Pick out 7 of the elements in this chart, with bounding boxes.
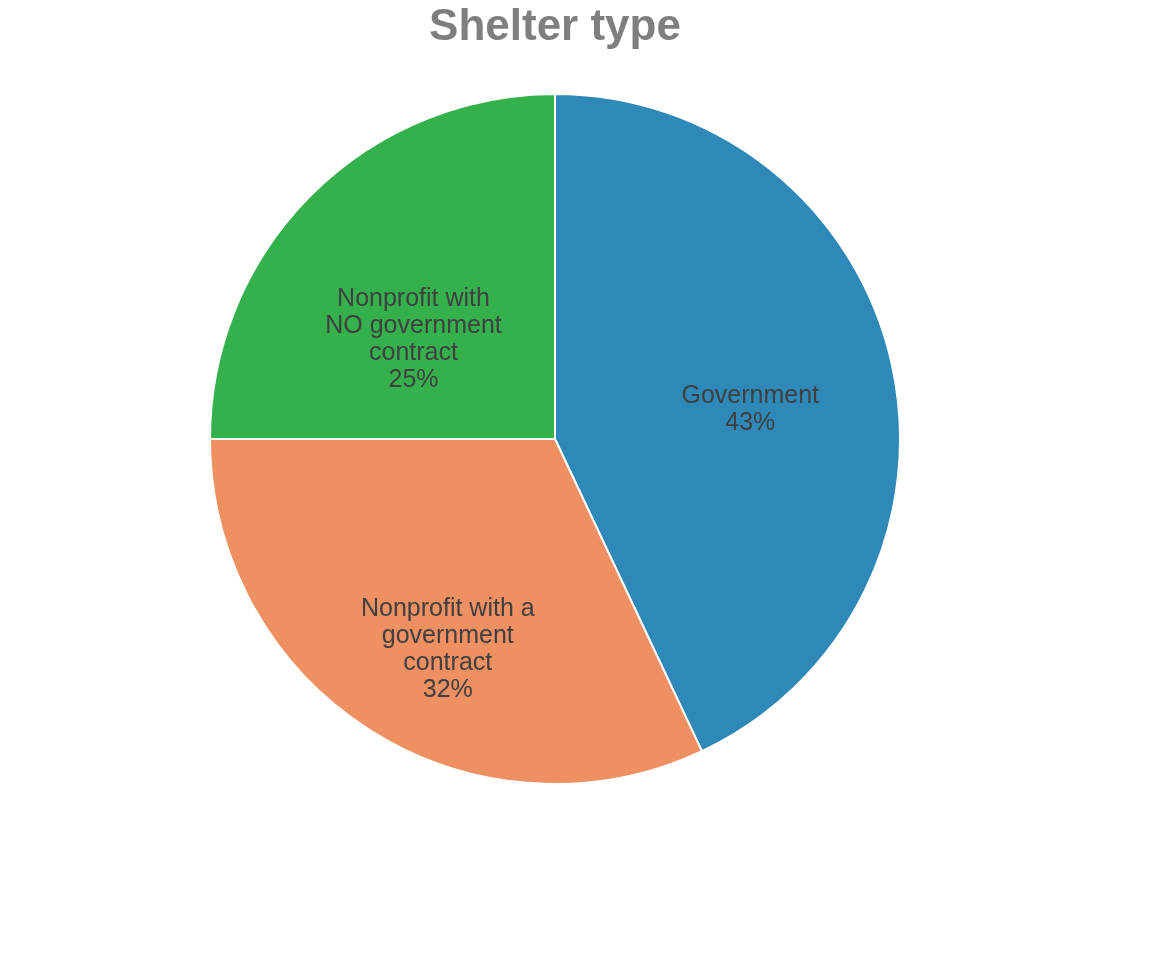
chart-title: Shelter type <box>429 0 681 49</box>
data-label: 32% <box>422 673 473 702</box>
data-label: 25% <box>388 363 439 392</box>
slice-label: Government <box>681 380 820 409</box>
slice-label: Nonprofit with NO government contract <box>325 282 502 365</box>
slice-label: Nonprofit with a government contract <box>360 592 535 675</box>
data-label: 43% <box>725 407 776 436</box>
